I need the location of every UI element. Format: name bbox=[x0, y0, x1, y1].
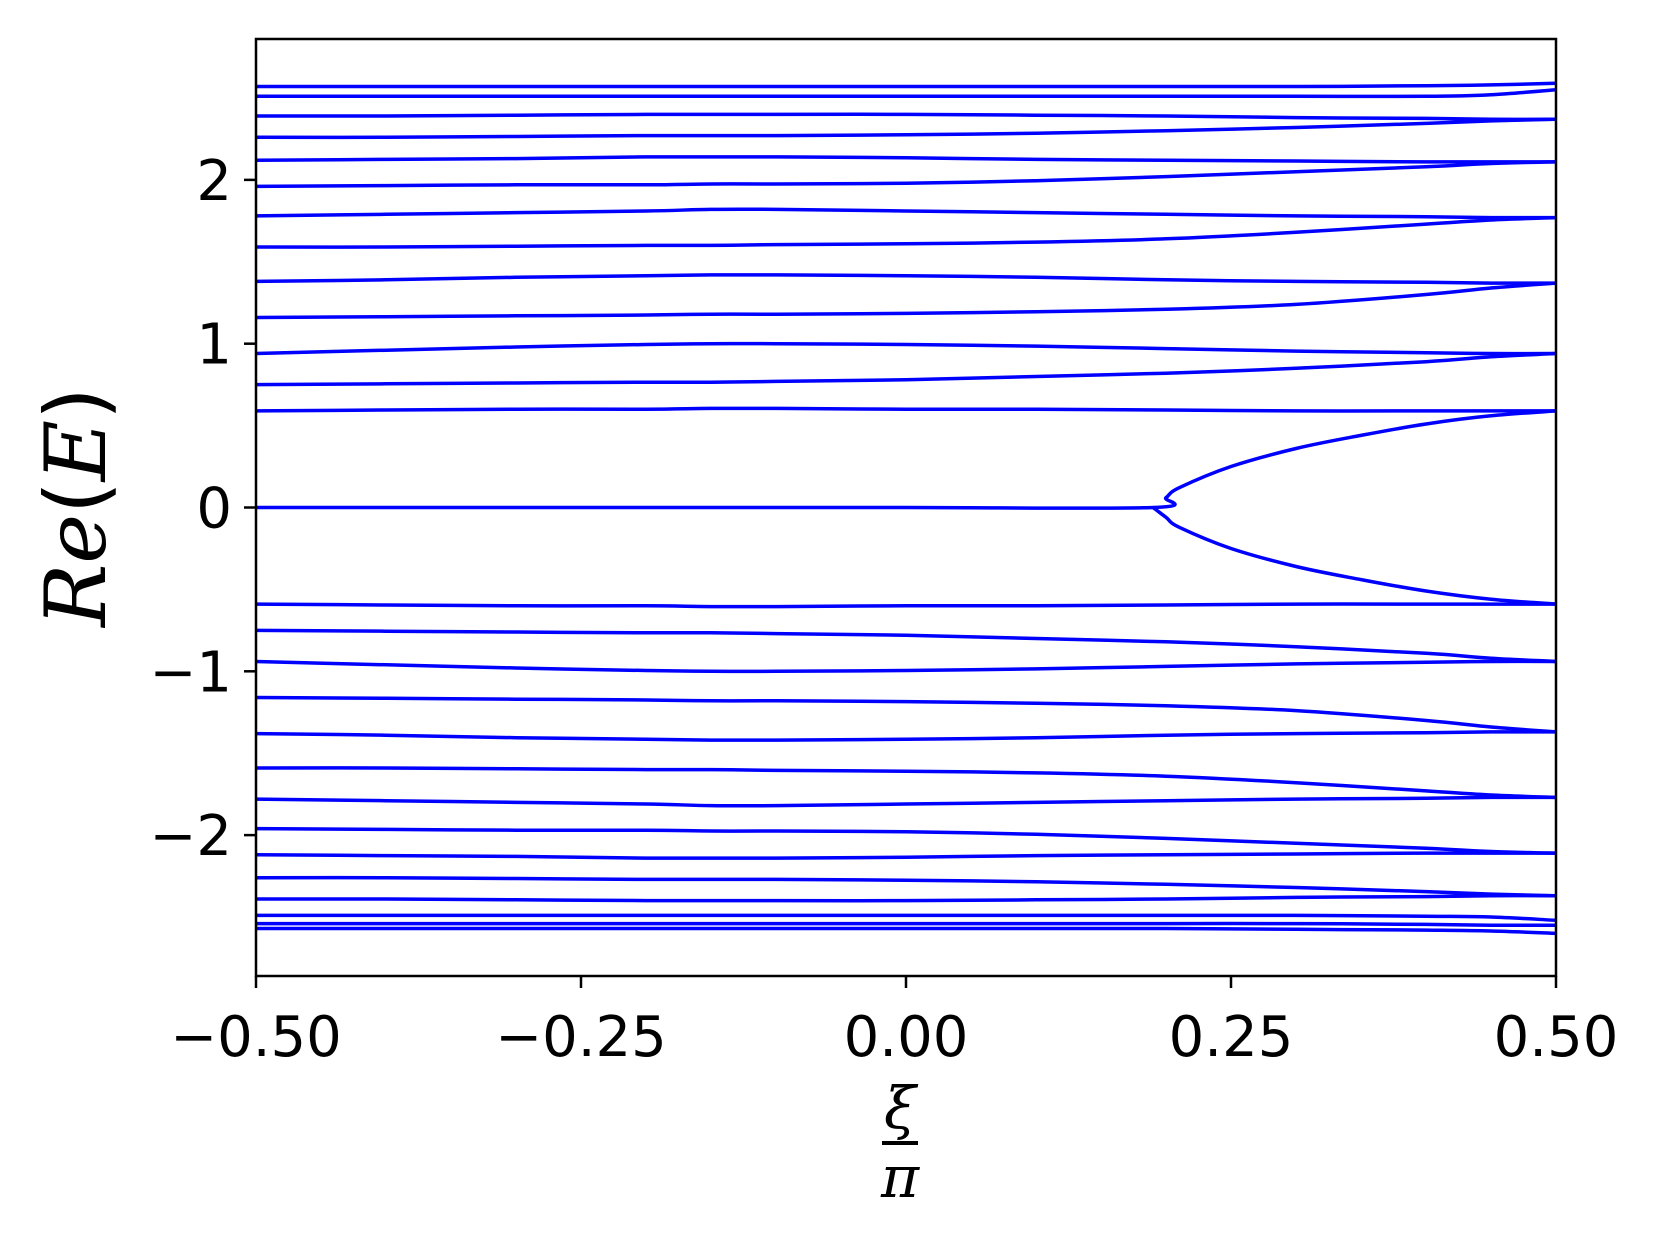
series-line-1 bbox=[256, 81, 1557, 89]
series-line-10 bbox=[255, 281, 1557, 320]
y-axis-label: Re(E) bbox=[27, 387, 125, 629]
series-line-27 bbox=[256, 913, 1557, 923]
y-axis-label-prefix: Re bbox=[27, 514, 125, 629]
y-axis-label-open: ( bbox=[27, 481, 125, 514]
x-axis-label: ξ π bbox=[880, 1074, 920, 1211]
series-line-25 bbox=[255, 875, 1557, 898]
x-tick-label: 0.50 bbox=[1494, 1005, 1619, 1070]
series-line-20 bbox=[255, 730, 1557, 742]
series-line-28 bbox=[256, 921, 1557, 928]
series-line-8 bbox=[255, 215, 1557, 249]
series-line-3 bbox=[255, 112, 1557, 122]
y-axis-label-var: E bbox=[27, 420, 125, 483]
series-line-22 bbox=[255, 795, 1557, 808]
series-line-7 bbox=[255, 207, 1557, 220]
series-line-19 bbox=[255, 695, 1557, 734]
x-tick-label: −0.50 bbox=[170, 1005, 342, 1070]
series-line-4 bbox=[255, 117, 1557, 140]
series-line-24 bbox=[255, 851, 1556, 860]
series-line-29 bbox=[256, 926, 1557, 936]
series-line-6 bbox=[255, 160, 1557, 189]
series-line-12 bbox=[255, 351, 1557, 387]
x-tick-label: 0.00 bbox=[844, 1005, 969, 1070]
series-line-9 bbox=[255, 273, 1557, 285]
series-line-11 bbox=[255, 341, 1557, 356]
series-line-14 bbox=[255, 409, 1557, 510]
series-line-21 bbox=[255, 766, 1557, 800]
x-axis-label-numerator: ξ bbox=[884, 1074, 919, 1142]
series-line-18 bbox=[255, 659, 1557, 674]
series-line-23 bbox=[255, 826, 1557, 855]
x-axis-label-denominator: π bbox=[880, 1143, 920, 1211]
series-line-16 bbox=[255, 602, 1556, 609]
series-line-5 bbox=[255, 155, 1556, 164]
series-layer bbox=[255, 81, 1557, 936]
ticks-layer: −0.50 −0.25 0.00 0.25 0.50 −2 −1 0 1 2 bbox=[149, 149, 1618, 1070]
series-line-15 bbox=[1151, 506, 1557, 606]
series-line-26 bbox=[255, 893, 1557, 903]
y-tick-label: 0 bbox=[196, 477, 232, 542]
series-line-2 bbox=[256, 88, 1557, 99]
x-tick-label: −0.25 bbox=[495, 1005, 667, 1070]
y-tick-label: −2 bbox=[149, 804, 232, 869]
y-tick-label: 1 bbox=[196, 313, 232, 378]
y-axis-label-close: ) bbox=[27, 387, 125, 420]
series-line-17 bbox=[255, 628, 1557, 664]
y-tick-label: −1 bbox=[149, 640, 232, 705]
y-tick-label: 2 bbox=[196, 149, 232, 214]
series-line-13 bbox=[255, 406, 1556, 413]
x-tick-label: 0.25 bbox=[1169, 1005, 1294, 1070]
